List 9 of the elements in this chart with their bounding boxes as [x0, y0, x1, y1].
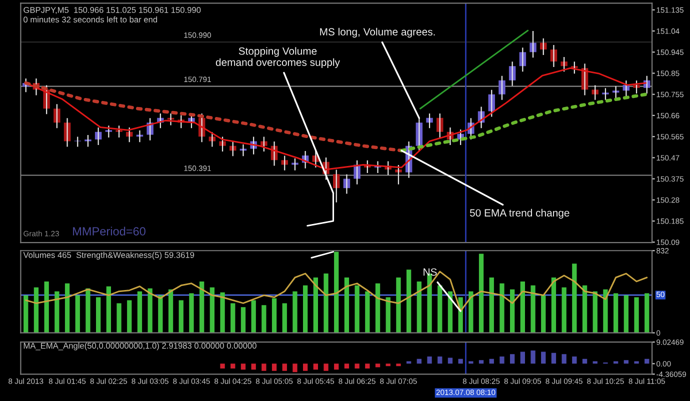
- chart-title: Volumes 465 Strength&Weakness(5) 59.3619: [23, 252, 194, 260]
- chart-title: MA_EMA_Angle(50,0.00000000,1.0) 2.91983 0.00000 0.00000: [24, 342, 256, 350]
- annotation: MS long, Volume agrees.: [320, 28, 435, 38]
- annotation: Stopping Volume demand overcomes supply: [216, 47, 340, 68]
- text: 0 minutes 32 seconds left to bar end: [24, 16, 158, 22]
- chart-title: GBPJPY,M5 150.966 151.025 150.961 150.990: [24, 7, 201, 14]
- annotation: NS: [424, 268, 437, 276]
- annotation: MMPeriod=60: [73, 226, 146, 236]
- annotation: 50 EMA trend change: [470, 208, 570, 219]
